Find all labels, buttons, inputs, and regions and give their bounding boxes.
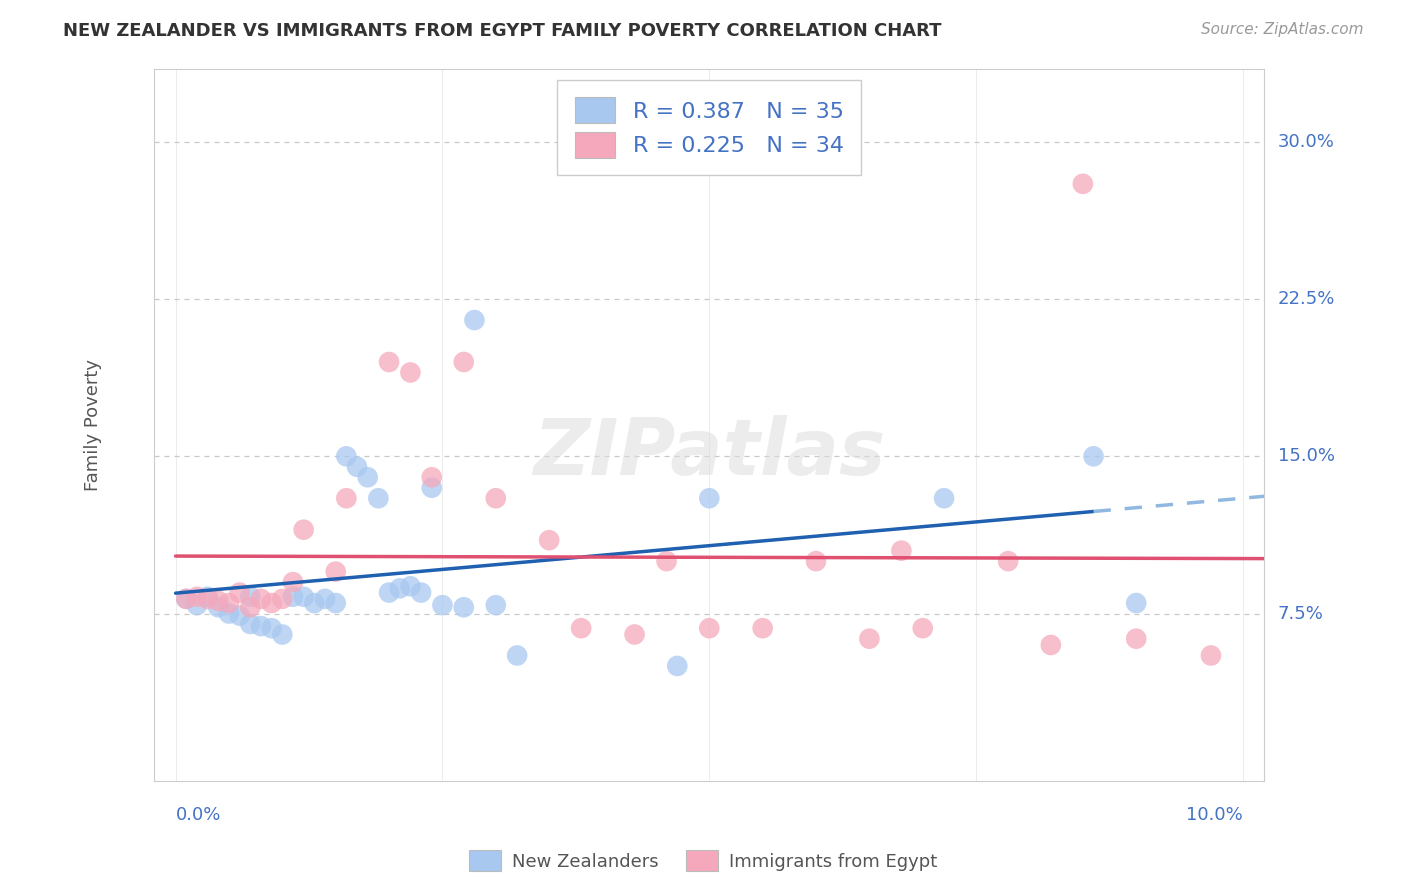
Point [292, 590, 315, 604]
Point [463, 313, 485, 327]
Point [271, 591, 294, 606]
Point [911, 621, 934, 635]
Text: 30.0%: 30.0% [1278, 133, 1334, 151]
Point [304, 596, 326, 610]
Point [378, 355, 401, 369]
Point [325, 596, 347, 610]
Point [751, 621, 773, 635]
Point [186, 590, 208, 604]
Text: 10.0%: 10.0% [1187, 806, 1243, 824]
Point [1125, 596, 1147, 610]
Point [174, 591, 197, 606]
Point [239, 600, 262, 615]
Point [325, 565, 347, 579]
Point [197, 591, 219, 606]
Point [207, 600, 229, 615]
Legend: R = 0.387   N = 35, R = 0.225   N = 34: R = 0.387 N = 35, R = 0.225 N = 34 [557, 79, 862, 176]
Text: 15.0%: 15.0% [1278, 447, 1334, 466]
Text: NEW ZEALANDER VS IMMIGRANTS FROM EGYPT FAMILY POVERTY CORRELATION CHART: NEW ZEALANDER VS IMMIGRANTS FROM EGYPT F… [63, 22, 942, 40]
Point [335, 450, 357, 464]
Point [1083, 450, 1105, 464]
Point [239, 590, 262, 604]
Text: Family Poverty: Family Poverty [84, 359, 103, 491]
Point [666, 659, 689, 673]
Point [378, 585, 401, 599]
Point [858, 632, 880, 646]
Point [538, 533, 561, 548]
Point [569, 621, 592, 635]
Point [623, 627, 645, 641]
Text: 22.5%: 22.5% [1278, 290, 1336, 308]
Point [250, 619, 273, 633]
Point [239, 617, 262, 632]
Point [420, 481, 443, 495]
Point [281, 575, 304, 590]
Point [1199, 648, 1222, 663]
Point [228, 608, 250, 623]
Point [218, 607, 240, 621]
Point [655, 554, 678, 568]
Point [506, 648, 529, 663]
Text: 7.5%: 7.5% [1278, 605, 1323, 623]
Point [174, 591, 197, 606]
Point [890, 543, 912, 558]
Point [453, 600, 475, 615]
Point [228, 585, 250, 599]
Point [292, 523, 315, 537]
Point [271, 627, 294, 641]
Point [399, 366, 422, 380]
Point [335, 491, 357, 506]
Point [997, 554, 1019, 568]
Point [1071, 177, 1094, 191]
Point [1125, 632, 1147, 646]
Point [250, 591, 273, 606]
Point [432, 598, 454, 612]
Point [260, 596, 283, 610]
Point [346, 459, 368, 474]
Point [197, 590, 219, 604]
Point [420, 470, 443, 484]
Legend: New Zealanders, Immigrants from Egypt: New Zealanders, Immigrants from Egypt [461, 843, 945, 879]
Point [314, 591, 336, 606]
Point [186, 598, 208, 612]
Text: Source: ZipAtlas.com: Source: ZipAtlas.com [1201, 22, 1364, 37]
Point [409, 585, 432, 599]
Point [485, 491, 508, 506]
Text: 0.0%: 0.0% [176, 806, 221, 824]
Point [399, 579, 422, 593]
Point [485, 598, 508, 612]
Point [207, 594, 229, 608]
Point [804, 554, 827, 568]
Point [388, 582, 411, 596]
Point [260, 621, 283, 635]
Point [1039, 638, 1062, 652]
Point [932, 491, 955, 506]
Point [367, 491, 389, 506]
Point [453, 355, 475, 369]
Text: ZIPatlas: ZIPatlas [533, 416, 886, 491]
Point [218, 596, 240, 610]
Point [697, 491, 720, 506]
Point [357, 470, 380, 484]
Point [697, 621, 720, 635]
Point [281, 590, 304, 604]
